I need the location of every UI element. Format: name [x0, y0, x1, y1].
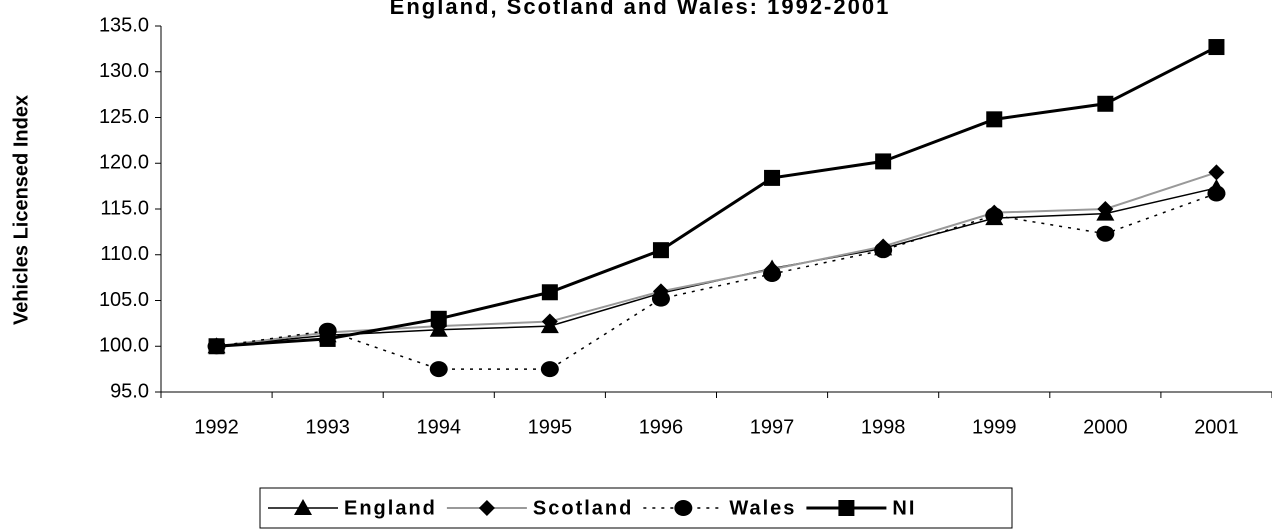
legend-marker	[294, 499, 312, 515]
y-tick-label: 110.0	[100, 243, 149, 265]
legend-box	[259, 487, 1013, 529]
data-point	[208, 338, 225, 355]
y-tick-label: 95.0	[110, 380, 149, 402]
data-point	[874, 242, 893, 259]
data-point	[430, 310, 447, 327]
data-point	[540, 361, 559, 378]
data-point	[764, 169, 781, 186]
y-tick-label: 115.0	[100, 197, 149, 219]
series-line	[216, 45, 1218, 348]
data-point	[429, 361, 448, 378]
data-point	[985, 207, 1004, 224]
series-line	[216, 187, 1217, 347]
data-point	[1097, 201, 1114, 217]
legend-marker	[478, 500, 495, 516]
data-point	[1097, 95, 1114, 112]
data-point	[541, 313, 558, 330]
data-point	[651, 290, 670, 307]
x-tick-label: 1996	[639, 416, 684, 438]
x-tick-label: 1992	[194, 416, 239, 438]
data-point	[875, 153, 892, 170]
legend-marker	[838, 500, 855, 516]
x-tick-label: 2000	[1083, 416, 1128, 438]
y-tick-label: 135.0	[99, 14, 149, 36]
data-point	[1207, 185, 1226, 202]
series-line	[216, 171, 1217, 348]
y-axis-label: Vehicles Licensed Index	[10, 95, 32, 325]
x-tick-label: 1993	[305, 416, 350, 438]
y-tick-label: 100.0	[99, 335, 149, 357]
x-tick-label: 1994	[417, 416, 462, 438]
y-tick-label: 120.0	[99, 152, 149, 174]
legend-marker	[674, 500, 693, 516]
x-tick-label: 2001	[1194, 416, 1239, 438]
data-point	[986, 111, 1003, 128]
x-tick-label: 1995	[528, 416, 573, 438]
data-point	[319, 330, 336, 347]
legend-label: NI	[892, 497, 916, 519]
data-point	[1208, 164, 1225, 181]
data-point	[763, 265, 782, 282]
legend-label: England	[344, 497, 437, 519]
data-point	[652, 242, 669, 259]
x-tick-label: 1998	[861, 416, 906, 438]
data-point	[1208, 39, 1225, 56]
legend-label: Wales	[729, 497, 796, 519]
y-tick-label: 105.0	[99, 289, 149, 311]
data-point	[541, 284, 558, 301]
data-point	[1096, 225, 1115, 242]
y-tick-label: 130.0	[99, 60, 149, 82]
y-tick-label: 125.0	[99, 106, 149, 128]
x-tick-label: 1997	[750, 416, 795, 438]
chart-title: England, Scotland and Wales: 1992-2001	[390, 0, 891, 19]
x-tick-label: 1999	[972, 416, 1017, 438]
legend-label: Scotland	[533, 497, 633, 519]
